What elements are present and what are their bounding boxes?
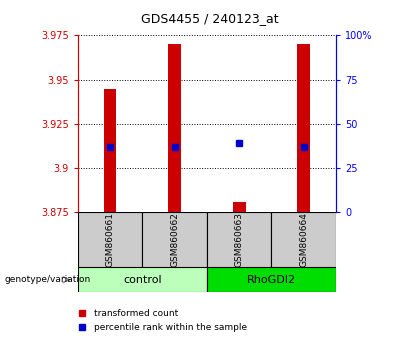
Text: GSM860661: GSM860661: [105, 212, 115, 267]
Bar: [78, 212, 142, 267]
Bar: [271, 212, 336, 267]
Bar: [207, 212, 271, 267]
Bar: [207, 267, 336, 292]
Bar: [104, 88, 116, 212]
Bar: [78, 267, 207, 292]
Bar: [168, 44, 181, 212]
Bar: [142, 212, 207, 267]
Text: transformed count: transformed count: [94, 309, 179, 318]
Text: GSM860664: GSM860664: [299, 212, 308, 267]
Text: percentile rank within the sample: percentile rank within the sample: [94, 323, 248, 332]
Bar: [297, 44, 310, 212]
Text: GDS4455 / 240123_at: GDS4455 / 240123_at: [141, 12, 279, 25]
Text: GSM860663: GSM860663: [235, 212, 244, 267]
Bar: [233, 202, 246, 212]
Text: control: control: [123, 275, 162, 285]
Text: GSM860662: GSM860662: [170, 212, 179, 267]
Text: RhoGDI2: RhoGDI2: [247, 275, 296, 285]
Text: genotype/variation: genotype/variation: [4, 275, 90, 284]
